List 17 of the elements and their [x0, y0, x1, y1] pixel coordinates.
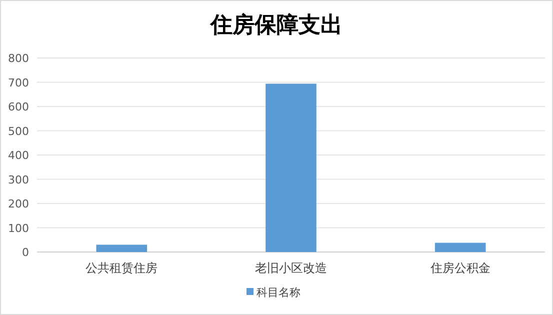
y-tick-label: 700 [8, 76, 29, 90]
y-tick-label: 800 [8, 52, 29, 65]
y-tick-label: 100 [8, 222, 29, 235]
y-tick-label: 200 [8, 198, 29, 210]
y-tick-label: 500 [8, 124, 29, 138]
y-tick-label: 300 [8, 173, 29, 186]
bar [434, 242, 486, 252]
legend-label: 科目名称 [256, 286, 300, 299]
y-tick-label: 600 [8, 100, 29, 114]
bar [96, 244, 148, 252]
y-tick-label: 0 [22, 246, 29, 259]
y-tick-label: 400 [8, 149, 29, 162]
x-tick-label: 公共租赁住房 [86, 261, 158, 275]
x-tick-label: 住房公积金 [429, 261, 490, 275]
chart-title: 住房保障支出 [210, 12, 342, 38]
x-tick-label: 老旧小区改造 [255, 261, 327, 275]
bar [266, 84, 316, 252]
